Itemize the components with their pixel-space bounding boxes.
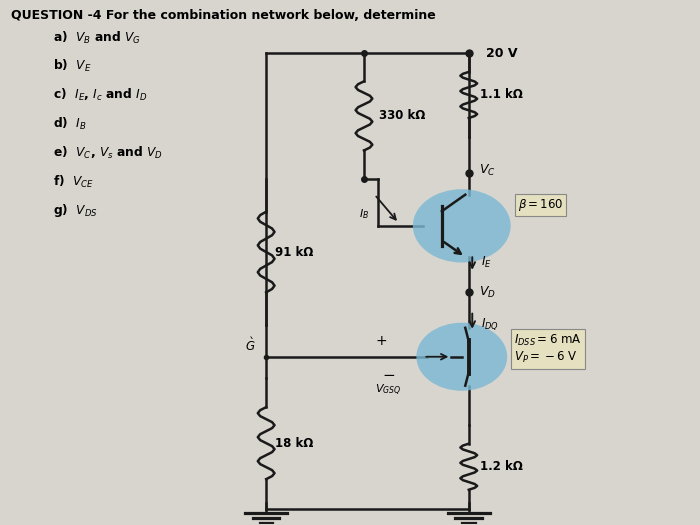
Text: QUESTION -4 For the combination network below, determine: QUESTION -4 For the combination network … — [11, 8, 436, 22]
Text: $\grave{G}$: $\grave{G}$ — [245, 336, 255, 354]
Text: 18 kΩ: 18 kΩ — [274, 437, 313, 449]
Circle shape — [416, 323, 508, 391]
Text: $I_E$: $I_E$ — [482, 255, 492, 270]
Text: f)  $V_{CE}$: f) $V_{CE}$ — [53, 173, 94, 190]
Text: 1.1 kΩ: 1.1 kΩ — [480, 88, 523, 101]
Text: +: + — [376, 334, 387, 348]
Text: $V_{GSQ}$: $V_{GSQ}$ — [375, 383, 402, 398]
Text: −: − — [382, 368, 395, 383]
Text: $\beta = 160$: $\beta = 160$ — [518, 197, 564, 213]
Text: 91 kΩ: 91 kΩ — [274, 246, 313, 258]
Circle shape — [413, 189, 511, 262]
Text: g)  $V_{DS}$: g) $V_{DS}$ — [53, 202, 98, 219]
Text: $I_B$: $I_B$ — [359, 207, 369, 222]
Text: $V_D$: $V_D$ — [480, 285, 496, 300]
Text: 1.2 kΩ: 1.2 kΩ — [480, 460, 523, 473]
Text: 20 V: 20 V — [486, 47, 518, 59]
Text: 330 kΩ: 330 kΩ — [379, 109, 426, 122]
Text: $I_{DSS} = 6\ \mathrm{mA}$
$V_P = -6\ \mathrm{V}$: $I_{DSS} = 6\ \mathrm{mA}$ $V_P = -6\ \m… — [514, 333, 582, 365]
Text: d)  $I_B$: d) $I_B$ — [53, 116, 87, 132]
Text: $V_C$: $V_C$ — [480, 163, 496, 179]
Text: e)  $V_C$, $V_s$ and $V_D$: e) $V_C$, $V_s$ and $V_D$ — [53, 145, 163, 161]
Text: b)  $V_E$: b) $V_E$ — [53, 58, 92, 75]
Text: a)  $V_B$ and $V_G$: a) $V_B$ and $V_G$ — [53, 29, 141, 46]
Text: $I_{DQ}$: $I_{DQ}$ — [482, 316, 499, 332]
Text: c)  $I_E$, $I_c$ and $I_D$: c) $I_E$, $I_c$ and $I_D$ — [53, 87, 148, 103]
